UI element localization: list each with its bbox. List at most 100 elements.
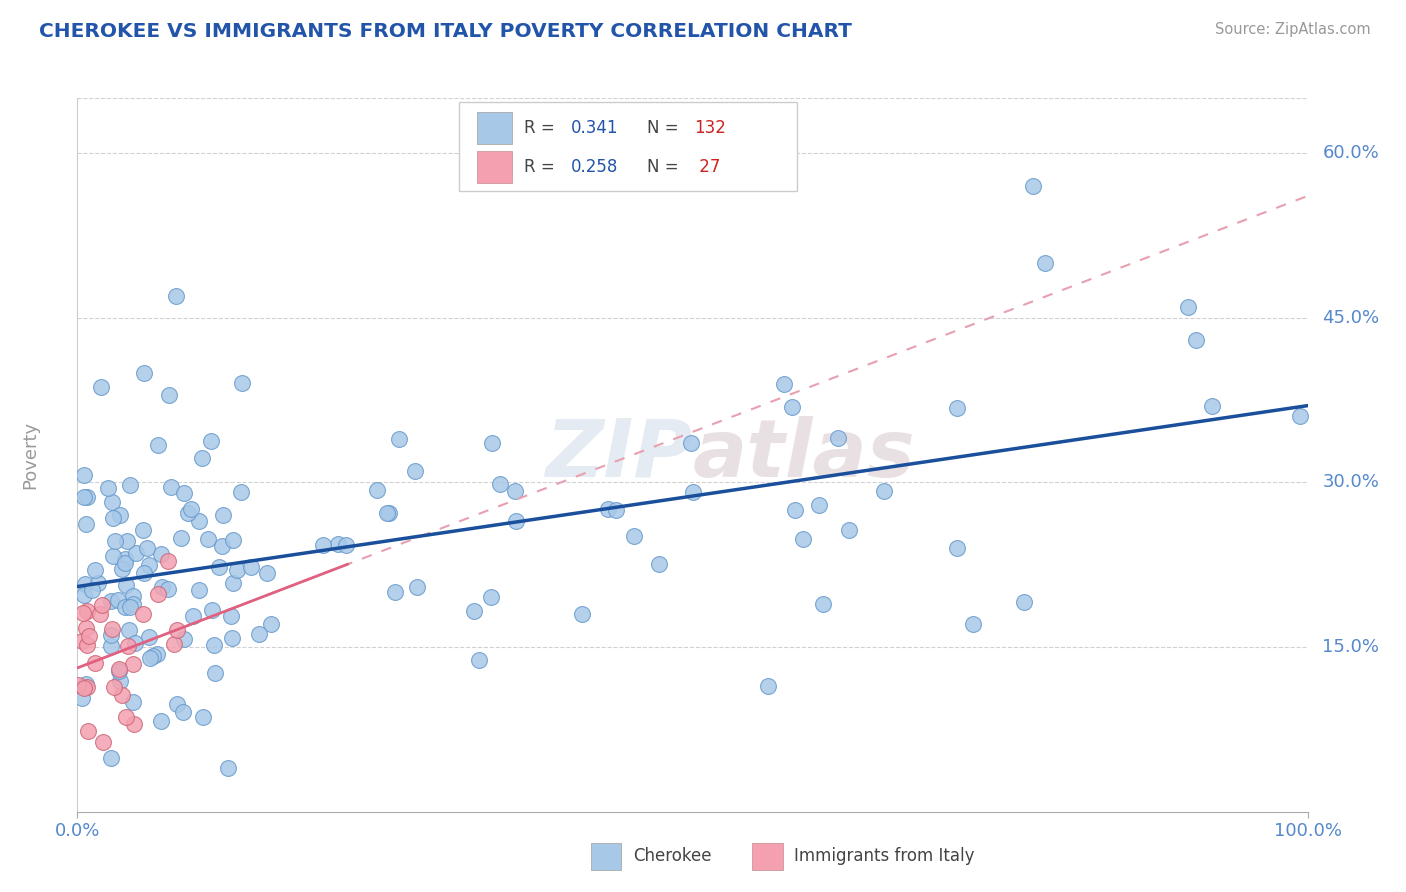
Point [103,680,125,694]
Point [166,623,188,637]
Point [118,478,141,492]
Point [134,366,156,380]
Point [111,562,134,576]
Point [76,490,98,504]
Point [114,709,136,723]
Point [70,634,93,648]
Point [118,599,141,614]
Point [118,623,141,637]
Point [72,691,94,706]
Point [75,676,97,690]
Point [225,563,247,577]
Point [240,559,263,574]
Point [946,541,969,555]
Point [648,557,671,571]
Point [76,638,98,652]
Point [384,585,406,599]
Point [1185,333,1208,347]
Point [170,531,193,545]
Point [312,538,335,552]
Point [605,503,627,517]
Text: Poverty: Poverty [21,421,39,489]
Point [91,735,114,749]
Text: 15.0%: 15.0% [1323,638,1379,656]
Point [90,379,112,393]
Text: 27: 27 [693,158,720,176]
Point [101,494,124,508]
Point [404,464,426,478]
Point [122,717,145,731]
Point [138,558,160,573]
Point [188,583,211,598]
Point [157,554,180,568]
Point [1033,256,1056,270]
Point [780,400,803,414]
Point [488,477,510,491]
Point [121,590,143,604]
Point [146,647,169,661]
Point [156,582,179,596]
Point [807,498,830,512]
Point [503,484,526,499]
Point [76,723,98,738]
Text: Cherokee: Cherokee [633,847,711,865]
Point [73,490,96,504]
Text: 30.0%: 30.0% [1323,474,1379,491]
Point [827,431,849,445]
Point [571,607,593,622]
Point [204,666,226,681]
Text: 0.341: 0.341 [571,120,619,137]
Point [1177,300,1199,314]
Point [679,436,702,450]
Point [260,617,283,632]
Point [1288,409,1310,424]
Point [114,599,136,614]
Point [89,607,111,621]
Point [328,537,350,551]
Point [157,388,180,402]
Point [247,627,270,641]
Text: 60.0%: 60.0% [1323,144,1379,162]
Point [221,631,243,645]
Point [163,637,186,651]
Point [121,657,143,671]
Point [165,289,187,303]
Point [138,630,160,644]
Point [623,529,645,543]
Point [101,549,124,564]
Point [100,751,122,765]
Point [463,604,485,618]
Point [108,673,131,688]
Point [598,502,620,516]
Point [181,608,204,623]
Point [188,514,211,528]
Point [100,628,122,642]
Point [756,679,779,693]
FancyBboxPatch shape [477,151,512,183]
Text: N =: N = [647,120,683,137]
Point [97,481,120,495]
Point [180,502,202,516]
Point [378,506,401,520]
Point [104,533,127,548]
Point [682,485,704,500]
Point [150,714,173,728]
Point [117,639,139,653]
Point [132,607,155,622]
Point [122,597,145,611]
Point [84,563,107,577]
Point [481,435,503,450]
Point [115,534,138,549]
Point [73,681,96,695]
Point [173,632,195,646]
Point [73,577,96,591]
Text: atlas: atlas [693,416,915,494]
Point [211,539,233,553]
Point [87,575,110,590]
Point [146,438,169,452]
Point [177,507,200,521]
Point [222,576,245,591]
Point [219,608,242,623]
Point [73,588,96,602]
Text: 45.0%: 45.0% [1323,309,1379,326]
